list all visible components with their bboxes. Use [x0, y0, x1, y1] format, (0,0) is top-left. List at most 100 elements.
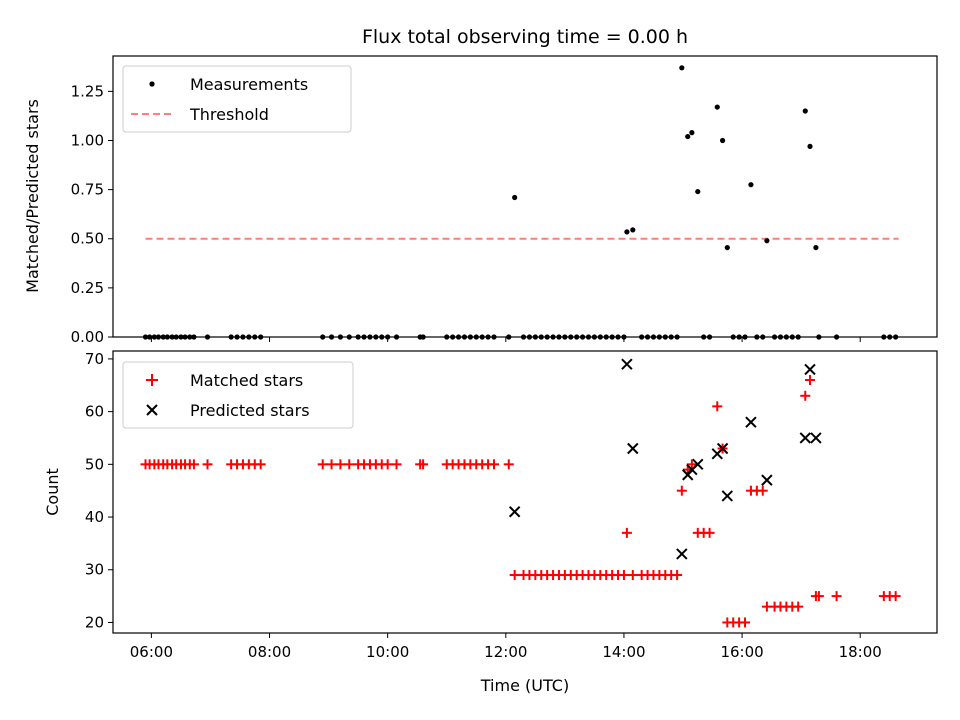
measurement-point: [532, 334, 538, 340]
predicted-star-point: [799, 432, 811, 444]
measurement-point: [467, 334, 473, 340]
legend-threshold-label: Threshold: [189, 105, 269, 124]
predicted-star-point: [621, 358, 633, 370]
measurement-point: [668, 334, 674, 340]
count-y-tick-label: 50: [85, 455, 104, 473]
matched-star-point: [627, 570, 638, 581]
matched-star-point: [326, 459, 337, 470]
count-y-axis: 20 30 40 50 60 70: [85, 350, 113, 631]
measurement-point: [887, 334, 893, 340]
measurement-point: [252, 334, 258, 340]
measurement-point: [160, 334, 166, 340]
predicted-star-point: [627, 442, 639, 455]
measurement-point: [802, 108, 808, 114]
measurement-point: [373, 334, 379, 340]
measurement-point: [754, 334, 760, 340]
measurement-point: [630, 227, 636, 233]
measurement-point: [538, 334, 544, 340]
matched-star-point: [831, 591, 842, 602]
ratio-y-axis-label: Matched/Predicted stars: [23, 99, 42, 293]
matched-star-point: [621, 527, 632, 538]
measurement-point: [689, 130, 695, 136]
matched-star-point: [418, 459, 429, 470]
measurement-point: [169, 334, 175, 340]
matched-star-point: [740, 617, 751, 628]
measurement-point: [556, 334, 562, 340]
matched-star-point: [509, 570, 520, 581]
legend-predicted-marker: [146, 404, 158, 416]
measurement-point: [650, 334, 657, 340]
ratio-y-tick-label: 0.25: [71, 279, 104, 297]
measurement-point: [562, 334, 568, 340]
measurement-point: [178, 334, 184, 340]
count-panel-frame: [112, 350, 938, 634]
measurement-point: [662, 334, 668, 340]
measurement-point: [603, 334, 609, 340]
measurement-point: [191, 334, 197, 340]
legend-measurement-marker: [149, 81, 155, 87]
measurement-point: [674, 334, 680, 340]
measurement-point: [813, 244, 819, 251]
measurement-point: [246, 334, 252, 340]
matched-star-point: [686, 459, 697, 470]
matched-star-point: [890, 591, 901, 602]
measurement-point: [833, 334, 840, 340]
predicted-star-point: [761, 474, 773, 486]
ratio-y-tick-label: 0.50: [71, 230, 104, 248]
measurement-point: [795, 334, 801, 340]
measurement-point: [568, 334, 574, 340]
measurement-point: [320, 334, 326, 340]
ratio-marks: [142, 65, 899, 340]
legend-matched-marker: [146, 374, 158, 386]
count-x-tick-label: 16:00: [720, 643, 763, 661]
measurement-point: [764, 238, 770, 244]
matched-star-point: [676, 485, 687, 496]
predicted-star-point: [676, 548, 688, 560]
measurement-point: [164, 334, 170, 340]
matched-star-point: [672, 570, 683, 581]
measurement-point: [367, 334, 373, 340]
measurement-point: [355, 334, 361, 340]
chart-title: Flux total observing time = 0.00 h: [362, 26, 688, 48]
measurement-point: [574, 334, 580, 340]
measurement-point: [173, 334, 179, 340]
measurement-point: [621, 334, 627, 340]
measurement-point: [724, 244, 730, 251]
predicted-star-point: [508, 506, 521, 518]
measurement-point: [142, 334, 149, 340]
measurement-point: [385, 334, 391, 340]
measurement-point: [685, 133, 691, 140]
legend-predicted-label: Predicted stars: [190, 401, 310, 420]
measurement-point: [695, 188, 701, 195]
predicted-star-point: [745, 416, 757, 428]
measurement-point: [679, 65, 685, 71]
measurement-point: [544, 334, 550, 340]
measurement-point: [706, 334, 713, 340]
ratio-x-ticks: [150, 337, 861, 342]
ratio-y-tick-label: 0.75: [71, 181, 104, 199]
count-panel: 20 30 40 50 60 70 06:00 08:00 10:00 12:00 14:00 16…: [43, 350, 938, 695]
count-x-tick-label: 12:00: [484, 643, 527, 661]
measurement-point: [450, 334, 456, 340]
measurement-point: [789, 334, 795, 340]
count-x-tick-label: 06:00: [130, 643, 173, 661]
measurement-point: [771, 334, 778, 340]
count-legend: Matched stars Predicted stars: [122, 361, 354, 429]
matched-star-point: [757, 485, 768, 496]
predicted-star-point: [716, 442, 729, 455]
measurement-point: [526, 334, 533, 340]
measurement-point: [615, 334, 621, 340]
measurement-point: [346, 334, 352, 340]
measurement-point: [361, 334, 367, 340]
ratio-legend-box: [122, 65, 352, 133]
measurement-point: [730, 334, 736, 340]
measurement-point: [337, 334, 344, 340]
matched-star-point: [712, 401, 723, 412]
measurement-point: [147, 334, 153, 340]
measurement-point: [656, 334, 662, 340]
measurement-point: [644, 334, 651, 340]
measurement-point: [701, 334, 707, 340]
measurement-point: [155, 334, 162, 340]
count-x-axis: 06:00 08:00 10:00 12:00 14:00 16:00 18:00: [130, 633, 882, 661]
